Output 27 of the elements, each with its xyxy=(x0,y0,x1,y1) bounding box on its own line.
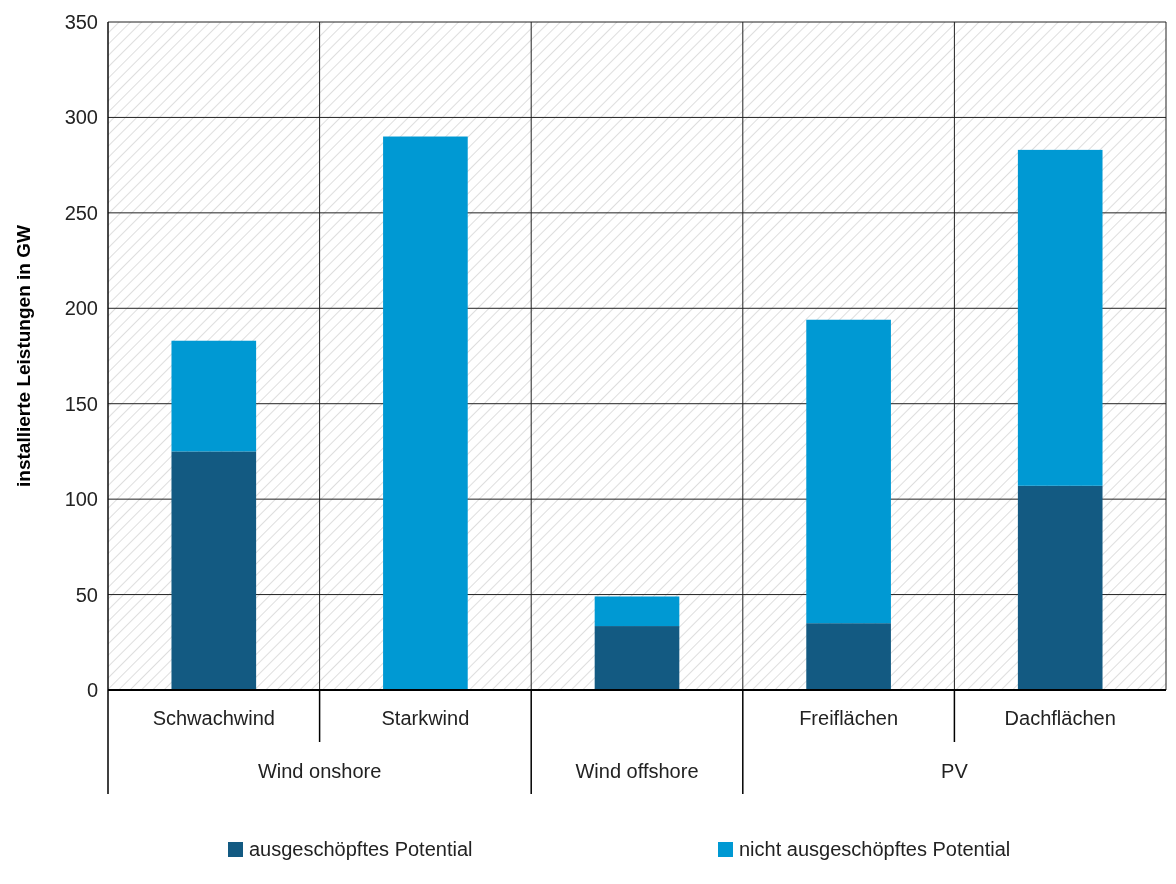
y-tick-label: 350 xyxy=(64,11,98,33)
bar xyxy=(594,596,680,627)
x-tick-label: Dachflächen xyxy=(1004,707,1116,729)
y-tick-label: 50 xyxy=(75,583,98,606)
text: Wind onshore xyxy=(257,760,382,782)
bar xyxy=(806,319,891,624)
x-tick-label: Freiflächen xyxy=(799,707,899,729)
y-axis-title: installierte Leistungen in GW xyxy=(13,225,34,487)
legend-label: ausgeschöpftes Potential xyxy=(249,838,473,860)
bar xyxy=(171,451,257,690)
x-tick-label: Schwachwind xyxy=(152,707,275,729)
y-tick-label: 250 xyxy=(64,201,98,224)
text: PV xyxy=(941,760,969,782)
text: Wind offshore xyxy=(575,760,699,782)
bar xyxy=(1017,485,1103,690)
bar xyxy=(594,626,680,690)
y-tick-label: 0 xyxy=(86,679,98,701)
y-tick-label: 200 xyxy=(64,297,98,320)
legend-label: nicht ausgeschöpftes Potential xyxy=(739,838,1011,860)
y-tick-label: 150 xyxy=(64,392,98,415)
bar xyxy=(806,623,891,690)
y-tick-label: 300 xyxy=(64,106,98,129)
y-tick-label: 100 xyxy=(64,488,98,511)
bar xyxy=(1017,149,1103,486)
bar xyxy=(171,340,257,452)
x-tick-label: Starkwind xyxy=(381,707,470,729)
bar xyxy=(383,136,468,690)
